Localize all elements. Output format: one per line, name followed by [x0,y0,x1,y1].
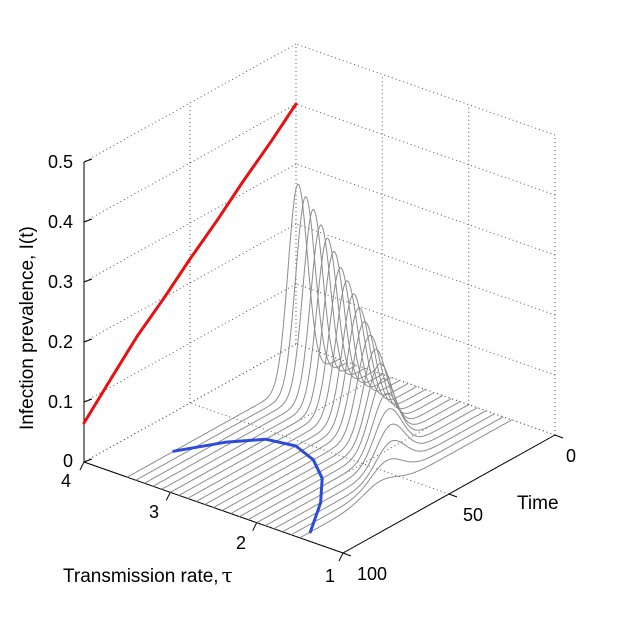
epidemic-curve [299,419,513,539]
right-wall-gridline [295,43,556,136]
z-tick-label: 0.4 [48,212,73,232]
y-axis-label: Transmission rate, τ [63,563,233,587]
z-tick-label: 0.2 [48,332,73,352]
blue-peak-time-curve [172,437,324,534]
prevalence-tick-mark [83,278,93,283]
x-tick-label: 100 [357,564,387,584]
x-tick-label: 0 [566,446,576,466]
epidemic-curve [144,208,357,484]
time-tick-mark [448,493,458,498]
y-tick-label: 2 [236,533,246,553]
z-tick-label: 0.1 [48,392,73,412]
time-tick-labels: 0 50 100 [357,446,576,584]
prevalence-tick-mark [83,158,93,163]
epidemic-curve [265,407,478,527]
z-tick-label: 0.3 [48,272,73,292]
epidemic-curve [213,321,426,508]
tau-symbol: τ [222,563,233,587]
tau-tick-mark [165,492,171,501]
tau-tick-mark [252,522,258,531]
back-wall-gridline [83,103,297,223]
prevalence-tick-mark [83,398,93,403]
epidemic-curve [126,183,340,478]
epidemic-curve [152,224,366,487]
epidemic-curve [195,293,409,502]
prevalence-tick-mark [83,218,93,223]
back-wall-gridline [83,223,297,343]
epidemic-curve [187,280,400,499]
y-tick-label: 4 [61,471,71,491]
epidemic-curve [161,237,374,490]
right-wall-gridline [295,103,556,196]
y-tick-label: 1 [325,566,335,586]
prevalence-tick-mark [83,338,93,343]
z-axis-label: Infection prevalence, I(t) [17,226,38,430]
epidemic-curve [290,416,504,536]
epidemic-curve [247,377,461,521]
back-wall-gridline [83,343,297,463]
right-wall-gridline [295,283,556,376]
epidemic-curve [230,348,444,515]
tau-tick-mark [79,461,85,471]
back-wall-gridline [83,283,297,403]
x-axis-label: Time [517,493,559,514]
floor-gridline [170,373,383,493]
tau-tick-labels: 1 2 3 4 [61,471,335,586]
right-wall-gridline [295,163,556,256]
y-axis-label-text: Transmission rate, [63,566,219,587]
epidemic-curve [135,196,349,481]
back-wall-gridline [83,163,297,283]
time-tick-mark [554,434,564,439]
prevalence-tick-labels: 0 0.1 0.2 0.3 0.4 0.5 [48,152,73,471]
epidemic-curve [170,250,383,493]
highlight-layer [82,102,324,534]
epidemic-curve [204,307,418,505]
curves-layer [126,183,513,539]
z-tick-label: 0 [63,451,73,471]
epidemic-curve [273,410,487,530]
prevalence-tick-mark [83,458,93,463]
grid-layer [83,43,556,554]
tau-tick-mark [338,552,344,562]
back-wall-gridline [83,43,297,163]
time-tick-mark [342,552,352,557]
x-tick-label: 50 [463,505,483,525]
right-wall-gridline [295,223,556,316]
epidemic-curve [256,392,469,524]
red-peak-prevalence-curve [82,102,298,425]
y-tick-label: 3 [149,502,159,522]
z-tick-label: 0.5 [48,152,73,172]
epidemic-curve [239,362,452,518]
